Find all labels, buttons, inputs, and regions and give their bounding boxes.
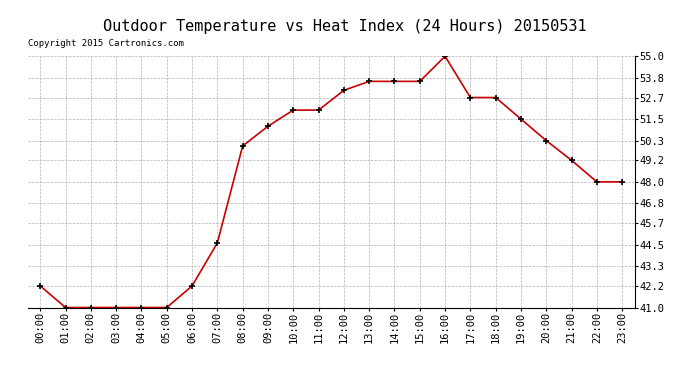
- Text: Heat Index  (°F): Heat Index (°F): [411, 28, 497, 38]
- Text: Outdoor Temperature vs Heat Index (24 Hours) 20150531: Outdoor Temperature vs Heat Index (24 Ho…: [104, 19, 586, 34]
- Text: Copyright 2015 Cartronics.com: Copyright 2015 Cartronics.com: [28, 39, 184, 48]
- Text: Temperature  (°F): Temperature (°F): [549, 28, 640, 38]
